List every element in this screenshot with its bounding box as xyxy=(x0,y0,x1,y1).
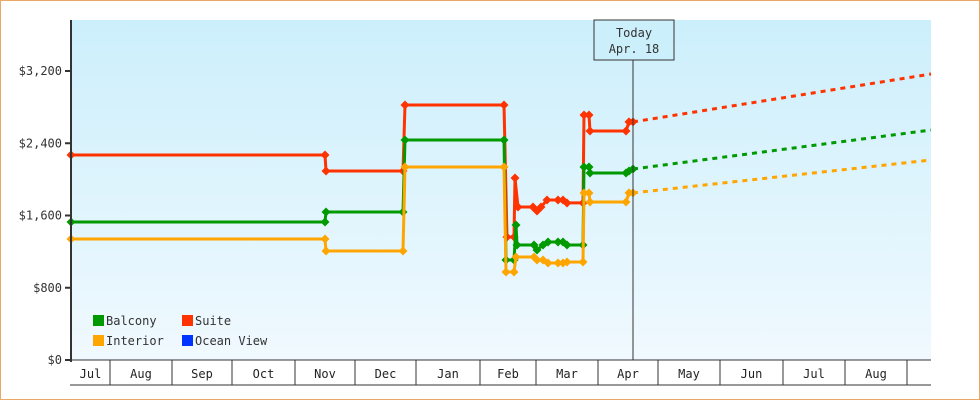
legend-swatch xyxy=(182,335,193,346)
legend-label[interactable]: Balcony xyxy=(106,314,157,328)
data-point[interactable] xyxy=(320,150,330,160)
y-axis: $0 $800 $1,600 $2,400 $3,200 xyxy=(19,20,72,367)
legend-swatch xyxy=(93,335,104,346)
y-tick-label: $1,600 xyxy=(19,209,62,223)
legend-label[interactable]: Ocean View xyxy=(195,334,268,348)
x-month-label: Feb xyxy=(497,367,519,381)
data-point[interactable] xyxy=(584,162,594,172)
data-point[interactable] xyxy=(499,162,509,172)
data-point[interactable] xyxy=(585,168,595,178)
x-month-label: Oct xyxy=(253,367,275,381)
plot-area xyxy=(71,20,931,360)
data-point[interactable] xyxy=(553,195,563,205)
data-point[interactable] xyxy=(499,100,509,110)
y-tick-label: $2,400 xyxy=(19,136,62,150)
today-box xyxy=(593,19,675,61)
data-point[interactable] xyxy=(562,240,572,250)
data-point[interactable] xyxy=(501,267,511,277)
x-month-label: Nov xyxy=(314,367,336,381)
data-point[interactable] xyxy=(543,258,553,268)
today-label: Today xyxy=(616,26,652,40)
data-point[interactable] xyxy=(400,100,410,110)
data-point[interactable] xyxy=(621,197,631,207)
data-point[interactable] xyxy=(532,255,542,265)
today-date: Apr. 18 xyxy=(609,42,660,56)
x-month-label: May xyxy=(678,367,700,381)
legend-label[interactable]: Interior xyxy=(106,334,164,348)
x-month-label: Jul xyxy=(80,367,102,381)
x-month-label: Mar xyxy=(556,367,578,381)
data-point[interactable] xyxy=(532,245,542,255)
legend-swatch xyxy=(93,315,104,326)
legend-label[interactable]: Suite xyxy=(195,314,231,328)
legend: Balcony Suite Interior Ocean View xyxy=(93,314,268,348)
today-marker: Today Apr. 18 xyxy=(593,19,675,360)
x-month-label: Aug xyxy=(130,367,152,381)
data-point[interactable] xyxy=(542,195,552,205)
data-point[interactable] xyxy=(553,258,563,268)
data-point[interactable] xyxy=(320,217,330,227)
data-point[interactable] xyxy=(562,257,572,267)
y-tick-label: $3,200 xyxy=(19,64,62,78)
data-point[interactable] xyxy=(400,162,410,172)
data-point[interactable] xyxy=(543,237,553,247)
data-point[interactable] xyxy=(585,126,595,136)
y-tick-label: $0 xyxy=(48,353,62,367)
data-point[interactable] xyxy=(400,135,410,145)
data-point[interactable] xyxy=(321,207,331,217)
x-month-label: Apr xyxy=(617,367,639,381)
data-point[interactable] xyxy=(553,237,563,247)
data-point[interactable] xyxy=(621,126,631,136)
data-point[interactable] xyxy=(512,240,522,250)
series-balcony xyxy=(66,128,932,265)
x-month-label: Dec xyxy=(375,367,397,381)
data-point[interactable] xyxy=(584,110,594,120)
data-point[interactable] xyxy=(513,202,523,212)
data-point[interactable] xyxy=(321,166,331,176)
legend-swatch xyxy=(182,315,193,326)
x-month-label: Sep xyxy=(191,367,213,381)
data-point[interactable] xyxy=(579,162,589,172)
y-tick-label: $800 xyxy=(33,281,62,295)
x-month-label: Aug xyxy=(865,367,887,381)
data-point[interactable] xyxy=(499,135,509,145)
data-point[interactable] xyxy=(510,173,520,183)
data-point[interactable] xyxy=(585,197,595,207)
data-point[interactable] xyxy=(398,246,408,256)
data-point[interactable] xyxy=(509,267,519,277)
x-month-label: Jul xyxy=(803,367,825,381)
data-point[interactable] xyxy=(579,188,589,198)
data-point[interactable] xyxy=(536,202,546,212)
series-suite xyxy=(66,72,932,242)
x-month-label: Jan xyxy=(437,367,459,381)
data-point[interactable] xyxy=(511,252,521,262)
x-month-label: Jun xyxy=(741,367,763,381)
data-point[interactable] xyxy=(320,234,330,244)
data-point[interactable] xyxy=(562,198,572,208)
x-axis: Jul Aug Sep Oct Nov Dec Jan Feb Mar Apr May Jun Jul A… xyxy=(70,359,931,386)
data-point[interactable] xyxy=(579,110,589,120)
data-point[interactable] xyxy=(578,257,588,267)
data-point[interactable] xyxy=(321,246,331,256)
data-point[interactable] xyxy=(511,220,521,230)
data-point[interactable] xyxy=(584,188,594,198)
